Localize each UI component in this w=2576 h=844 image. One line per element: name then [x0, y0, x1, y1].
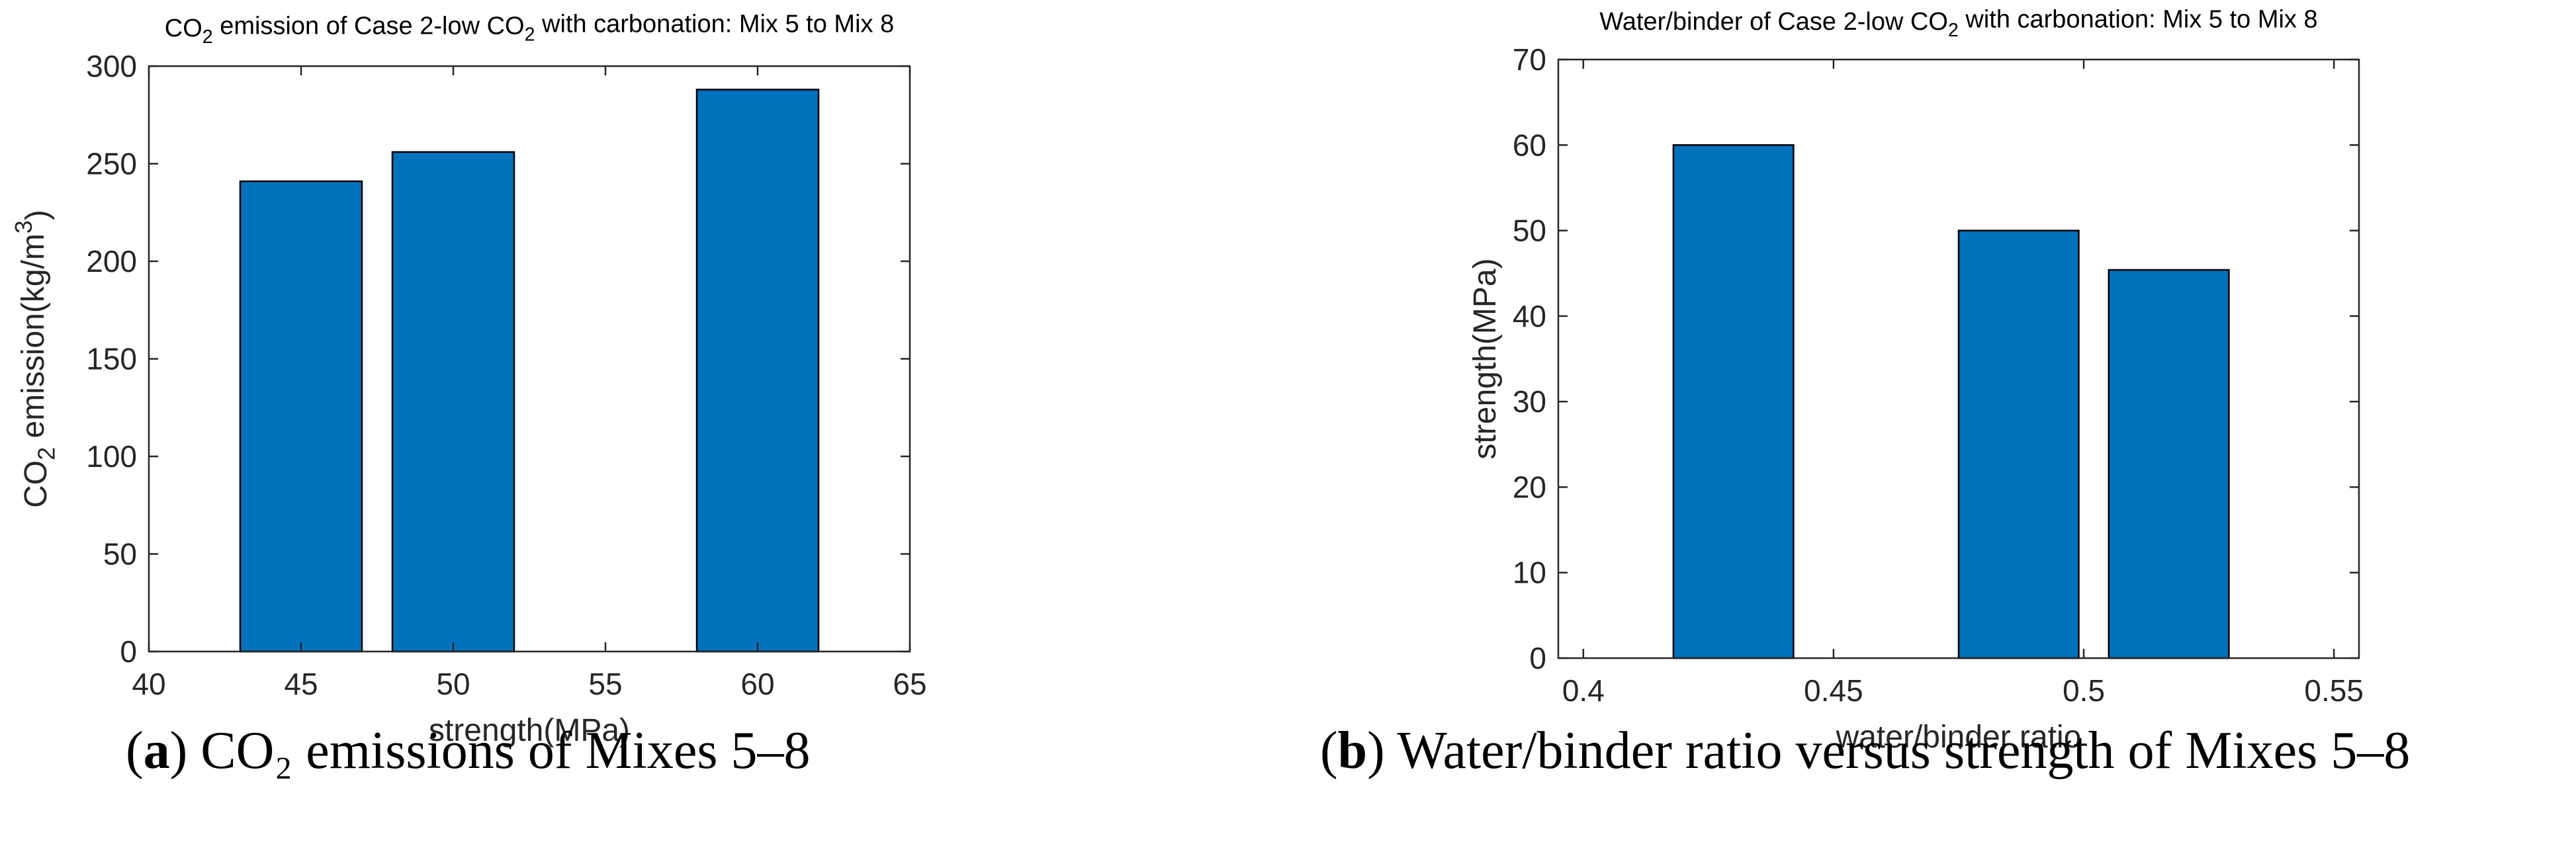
y-tick-label-b: 0 — [1529, 641, 1546, 675]
y-tick-label-a: 50 — [103, 537, 137, 571]
caption-a-text: CO₂ emissions of Mixes 5–8 — [187, 722, 811, 780]
x-axis-label-b: water/binder ratio — [1836, 720, 2082, 755]
y-tick-label-b: 50 — [1513, 214, 1546, 248]
x-tick-label-b: 0.5 — [2063, 673, 2105, 708]
y-tick-label-a: 300 — [86, 49, 137, 83]
bar-a-2 — [391, 151, 515, 653]
y-axis-label-b: strength(MPa) — [1468, 258, 1503, 459]
x-tick-label-b: 0.55 — [2304, 673, 2364, 708]
y-tick-label-b: 60 — [1513, 128, 1546, 162]
caption-a-letter: a — [143, 722, 170, 780]
chart-title-b: Water/binder of Case 2-low CO2 with carb… — [1599, 6, 2317, 41]
bar-a-3 — [695, 89, 820, 653]
x-tick-label-b: 0.45 — [1804, 673, 1863, 708]
x-tick-label-a: 50 — [436, 667, 470, 701]
y-tick-label-b: 20 — [1513, 470, 1546, 504]
axes-box-b — [1557, 58, 2360, 659]
y-tick-label-a: 250 — [86, 147, 137, 181]
y-tick-label-b: 40 — [1513, 299, 1546, 333]
bar-b-3 — [2108, 269, 2230, 659]
x-tick-label-a: 45 — [284, 667, 318, 701]
y-tick-label-a: 150 — [86, 342, 137, 376]
y-axis-label-a: CO2 emission(kg/m3) — [10, 210, 60, 508]
x-axis-label-a: strength(MPa) — [429, 713, 630, 748]
x-tick-label-b: 0.4 — [1562, 673, 1605, 708]
y-tick-label-b: 70 — [1513, 42, 1546, 77]
y-tick-label-a: 0 — [120, 634, 137, 669]
x-tick-label-a: 60 — [740, 667, 774, 701]
y-tick-label-b: 30 — [1513, 384, 1546, 419]
caption-b-text: Water/binder ratio versus strength of Mi… — [1384, 722, 2411, 780]
caption-b: (b) Water/binder ratio versus strength o… — [1320, 722, 2411, 780]
bar-a-1 — [239, 180, 363, 653]
chart-b: 0.4 0.45 0.5 0.55 0 10 20 30 40 50 60 70 Water/binde… — [1468, 6, 2364, 755]
chart-title-a: CO2 emission of Case 2-low CO2 with carb… — [165, 10, 894, 48]
bar-b-2 — [1957, 230, 2080, 659]
y-tick-label-b: 10 — [1513, 556, 1546, 590]
caption-b-letter: b — [1337, 722, 1368, 780]
bar-b-1 — [1672, 144, 1795, 659]
y-tick-label-a: 200 — [86, 244, 137, 278]
caption-a: (a) CO₂ emissions of Mixes 5–8 — [126, 722, 811, 780]
x-tick-label-a: 55 — [588, 667, 622, 701]
x-tick-label-a: 65 — [893, 667, 926, 701]
x-tick-label-a: 40 — [132, 667, 165, 701]
chart-a: 40 45 50 55 60 65 0 50 100 150 200 250 300 CO2 emissi… — [10, 10, 927, 748]
y-tick-label-a: 100 — [86, 439, 137, 474]
